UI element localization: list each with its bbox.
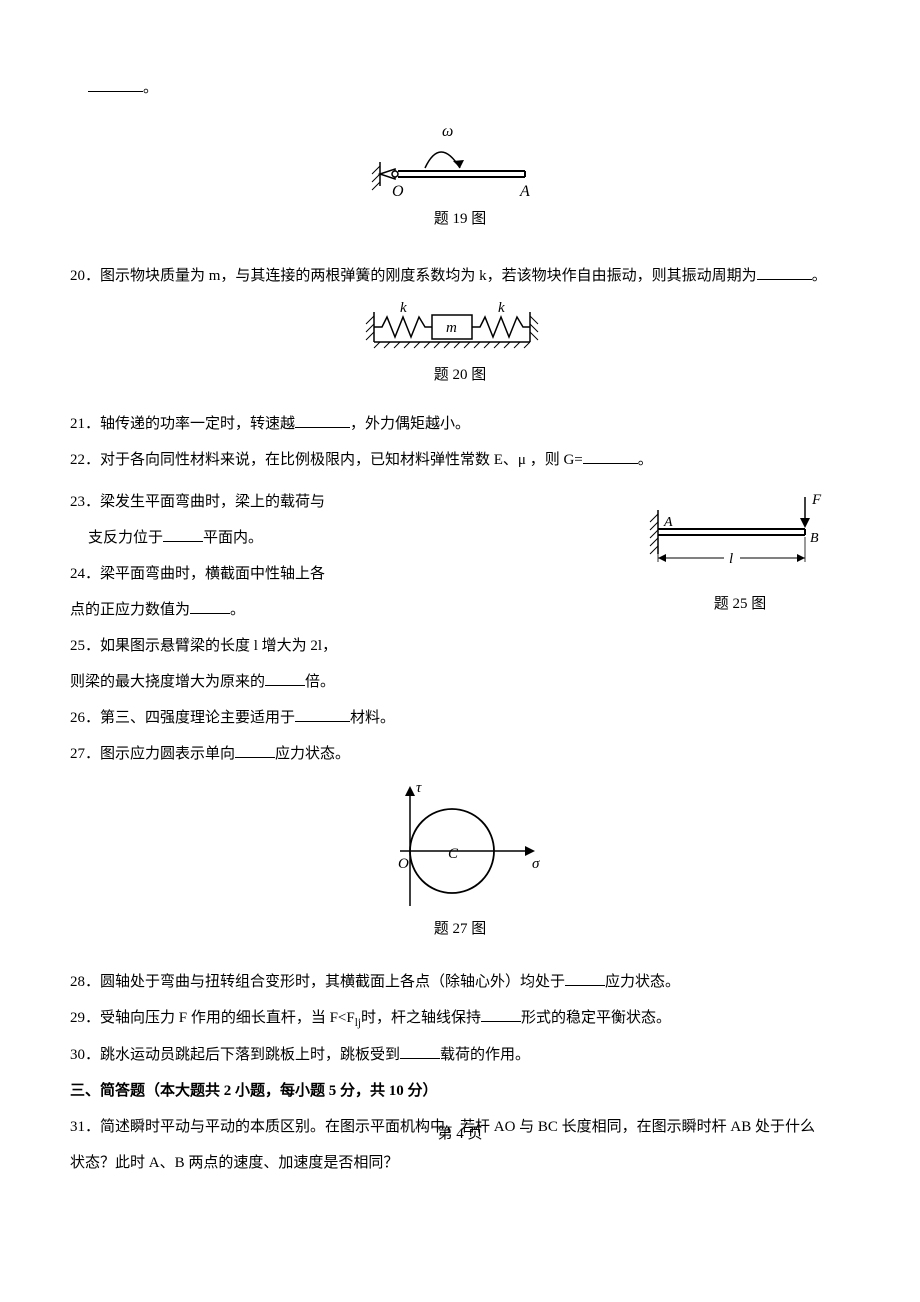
text: 。 bbox=[638, 452, 653, 468]
text: 应力状态。 bbox=[605, 974, 680, 990]
blank bbox=[295, 707, 350, 722]
figure-20-caption: 题 20 图 bbox=[70, 366, 850, 384]
svg-text:O: O bbox=[392, 183, 404, 200]
text: 。 bbox=[230, 602, 245, 618]
text: 30．跳水运动员跳起后下落到跳板上时，跳板受到 bbox=[70, 1047, 400, 1063]
text: 点的正应力数值为 bbox=[70, 602, 190, 618]
svg-text:k: k bbox=[400, 302, 407, 316]
text: 24．梁平面弯曲时，横截面中性轴上各 bbox=[70, 566, 325, 582]
text: 材料。 bbox=[350, 710, 395, 726]
text: 。 bbox=[143, 80, 158, 96]
left-column: 23．梁发生平面弯曲时，梁上的载荷与 支反力位于 平面内。 24．梁平面弯曲时，横… bbox=[70, 484, 630, 664]
question-24-line2: 点的正应力数值为 。 bbox=[70, 592, 630, 628]
figure-19: ω O A 题 19 图 bbox=[70, 126, 850, 228]
figure-19-svg: ω O A bbox=[370, 126, 550, 206]
text: 倍。 bbox=[305, 674, 335, 690]
blank bbox=[583, 449, 638, 464]
blank bbox=[265, 671, 305, 686]
question-24: 24．梁平面弯曲时，横截面中性轴上各 bbox=[70, 556, 630, 592]
stray-line: 。 bbox=[70, 70, 850, 106]
svg-text:l: l bbox=[729, 551, 733, 567]
blank bbox=[190, 599, 230, 614]
section-3-title: 三、简答题（本大题共 2 小题，每小题 5 分，共 10 分） bbox=[70, 1073, 850, 1109]
figure-27: O C σ τ 题 27 图 bbox=[70, 776, 850, 938]
text: 支反力位于 bbox=[88, 530, 163, 546]
text: 载荷的作用。 bbox=[440, 1047, 530, 1063]
text: 22．对于各向同性材料来说，在比例极限内，已知材料弹性常数 E、μ ，则 G= bbox=[70, 452, 583, 468]
figure-25-svg: F A B l bbox=[640, 492, 840, 582]
question-25: 25．如果图示悬臂梁的长度 l 增大为 2l， bbox=[70, 628, 630, 664]
question-30: 30．跳水运动员跳起后下落到跳板上时，跳板受到 载荷的作用。 bbox=[70, 1037, 850, 1073]
svg-text:τ: τ bbox=[416, 780, 422, 796]
svg-text:C: C bbox=[448, 846, 459, 862]
blank bbox=[88, 77, 143, 92]
question-27: 27．图示应力圆表示单向 应力状态。 bbox=[70, 736, 850, 772]
question-22: 22．对于各向同性材料来说，在比例极限内，已知材料弹性常数 E、μ ，则 G= 。 bbox=[70, 442, 850, 478]
question-29: 29．受轴向压力 F 作用的细长直杆，当 F<Flj时，杆之轴线保持形式的稳定平… bbox=[70, 1000, 850, 1037]
blank bbox=[757, 265, 812, 280]
question-20: 20．图示物块质量为 m，与其连接的两根弹簧的刚度系数均为 k，若该物块作自由振… bbox=[70, 258, 850, 294]
text: 26．第三、四强度理论主要适用于 bbox=[70, 710, 295, 726]
right-column: F A B l 题 25 图 bbox=[630, 484, 850, 622]
figure-25-caption: 题 25 图 bbox=[630, 586, 850, 622]
figure-27-svg: O C σ τ bbox=[370, 776, 550, 916]
figure-20: k m k 题 20 图 bbox=[70, 302, 850, 384]
text: 20．图示物块质量为 m，与其连接的两根弹簧的刚度系数均为 k，若该物块作自由振… bbox=[70, 268, 757, 284]
page-footer: 第 4 页 bbox=[70, 1116, 850, 1152]
question-23-line2: 支反力位于 平面内。 bbox=[70, 520, 630, 556]
blank bbox=[163, 527, 203, 542]
svg-text:A: A bbox=[519, 183, 530, 200]
svg-text:σ: σ bbox=[532, 856, 540, 872]
text: 时，杆之轴线保持 bbox=[361, 1010, 481, 1026]
text: 29．受轴向压力 F 作用的细长直杆，当 F<F bbox=[70, 1010, 355, 1026]
question-26: 26．第三、四强度理论主要适用于 材料。 bbox=[70, 700, 850, 736]
blank bbox=[400, 1044, 440, 1059]
question-28: 28．圆轴处于弯曲与扭转组合变形时，其横截面上各点（除轴心外）均处于 应力状态。 bbox=[70, 964, 850, 1000]
text: 23．梁发生平面弯曲时，梁上的载荷与 bbox=[70, 494, 325, 510]
text: 则梁的最大挠度增大为原来的 bbox=[70, 674, 265, 690]
svg-text:m: m bbox=[446, 320, 457, 336]
text: 21．轴传递的功率一定时，转速越 bbox=[70, 416, 295, 432]
text: 应力状态。 bbox=[275, 746, 350, 762]
figure-19-caption: 题 19 图 bbox=[70, 210, 850, 228]
svg-text:ω: ω bbox=[442, 126, 453, 140]
question-23: 23．梁发生平面弯曲时，梁上的载荷与 bbox=[70, 484, 630, 520]
blank bbox=[565, 971, 605, 986]
text: ，外力偶矩越小。 bbox=[350, 416, 470, 432]
figure-27-caption: 题 27 图 bbox=[70, 920, 850, 938]
text: 平面内。 bbox=[203, 530, 263, 546]
figure-20-svg: k m k bbox=[360, 302, 560, 362]
blank bbox=[235, 743, 275, 758]
question-25-line2: 则梁的最大挠度增大为原来的 倍。 bbox=[70, 664, 850, 700]
two-column-block: 23．梁发生平面弯曲时，梁上的载荷与 支反力位于 平面内。 24．梁平面弯曲时，横… bbox=[70, 484, 850, 664]
text: 25．如果图示悬臂梁的长度 l 增大为 2l， bbox=[70, 638, 337, 654]
text: 。 bbox=[812, 268, 827, 284]
blank bbox=[481, 1007, 521, 1022]
blank bbox=[295, 413, 350, 428]
svg-text:A: A bbox=[663, 515, 673, 530]
question-21: 21．轴传递的功率一定时，转速越 ，外力偶矩越小。 bbox=[70, 406, 850, 442]
svg-text:B: B bbox=[810, 531, 819, 546]
svg-text:k: k bbox=[498, 302, 505, 316]
text: 28．圆轴处于弯曲与扭转组合变形时，其横截面上各点（除轴心外）均处于 bbox=[70, 974, 565, 990]
text: 27．图示应力圆表示单向 bbox=[70, 746, 235, 762]
svg-text:O: O bbox=[398, 856, 409, 872]
text: 形式的稳定平衡状态。 bbox=[521, 1010, 671, 1026]
svg-text:F: F bbox=[811, 492, 822, 508]
